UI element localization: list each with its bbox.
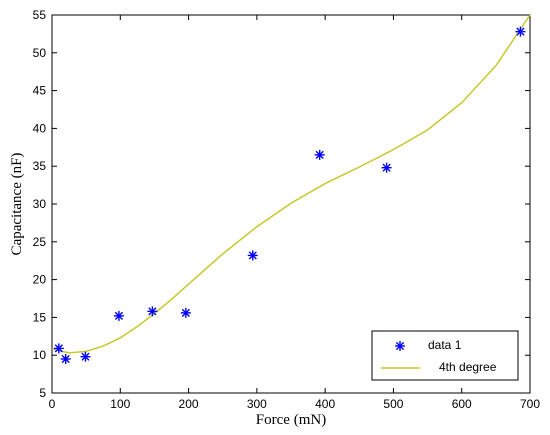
x-tick-label: 600: [452, 397, 472, 411]
data-point: [60, 353, 71, 364]
y-tick-label: 55: [33, 8, 47, 22]
x-tick-label: 700: [520, 397, 540, 411]
x-tick-label: 0: [49, 397, 56, 411]
y-tick-label: 20: [33, 273, 47, 287]
data-point: [381, 162, 392, 173]
legend-label-4th-degree: 4th degree: [439, 360, 497, 374]
axis-tick-labels: 0 100 200 300 400 500 600 700 5 10 15 20 25 30 35 40 45 5…: [33, 8, 541, 411]
x-tick-label: 200: [179, 397, 199, 411]
data-point: [53, 343, 64, 354]
legend: data 1 4th degree: [371, 330, 519, 381]
data-point: [180, 307, 191, 318]
y-tick-label: 25: [33, 235, 47, 249]
legend-box: [371, 330, 519, 381]
x-tick-label: 500: [383, 397, 403, 411]
data-point: [247, 250, 258, 261]
axis-ticks: [51, 14, 531, 394]
y-tick-label: 30: [33, 197, 47, 211]
data-point: [147, 306, 158, 317]
y-tick-label: 45: [33, 84, 47, 98]
data-point: [113, 310, 124, 321]
data-point: [314, 149, 325, 160]
y-tick-label: 35: [33, 159, 47, 173]
x-axis-title: Force (mN): [256, 412, 326, 428]
data-point: [515, 26, 526, 37]
x-tick-label: 400: [315, 397, 335, 411]
fit-line-4th-degree: [51, 14, 531, 354]
series-layer: [51, 14, 531, 364]
legend-marker-data-1: [395, 341, 405, 351]
y-tick-label: 5: [39, 386, 46, 400]
legend-asterisk-icon: [395, 341, 405, 351]
y-tick-label: 15: [33, 310, 47, 324]
x-tick-label: 100: [110, 397, 130, 411]
legend-label-data-1: data 1: [428, 338, 462, 352]
x-tick-label: 300: [247, 397, 267, 411]
y-tick-label: 40: [33, 121, 47, 135]
y-axis-title: Capacitance (nF): [9, 153, 25, 256]
data-point: [80, 351, 91, 362]
y-tick-label: 10: [33, 348, 47, 362]
y-tick-label: 50: [33, 46, 47, 60]
